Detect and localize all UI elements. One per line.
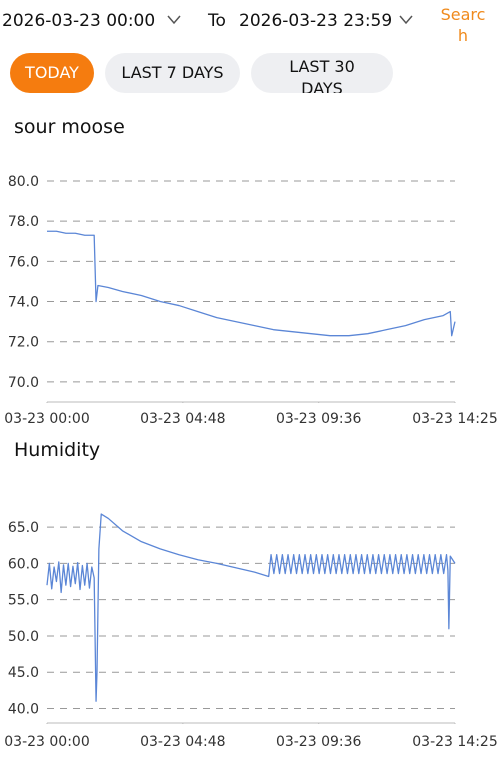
- to-label: To: [208, 11, 226, 31]
- y-tick-label: 45.0: [8, 665, 39, 681]
- y-tick-label: 50.0: [8, 629, 39, 645]
- y-tick-label: 65.0: [8, 520, 39, 536]
- tab-last-7-days[interactable]: LAST 7 DAYS: [105, 53, 240, 93]
- chart-title: Humidity: [14, 439, 100, 461]
- y-tick-label: 72.0: [8, 335, 39, 351]
- x-tick-label: 03-23 14:25: [412, 411, 497, 427]
- start-date[interactable]: 2026-03-23 00:00: [2, 11, 156, 31]
- x-tick-label: 03-23 09:36: [276, 734, 362, 750]
- x-tick-label: 03-23 14:25: [412, 734, 497, 750]
- y-tick-label: 76.0: [8, 254, 39, 270]
- end-date[interactable]: 2026-03-23 23:59: [239, 11, 393, 31]
- tab-today[interactable]: TODAY: [10, 53, 94, 93]
- y-tick-label: 74.0: [8, 295, 39, 311]
- y-tick-label: 78.0: [8, 214, 39, 230]
- tab-last-30-days[interactable]: LAST 30 DAYS: [251, 53, 393, 93]
- y-tick-label: 60.0: [8, 556, 39, 572]
- tab-text: LAST 30 DAYS: [289, 57, 355, 93]
- y-tick-label: 40.0: [8, 701, 39, 717]
- y-tick-label: 80.0: [8, 174, 39, 190]
- chart-title: sour moose: [14, 116, 125, 138]
- search-button[interactable]: Search: [440, 5, 486, 45]
- data-line: [47, 230, 456, 337]
- chevron: [167, 15, 181, 25]
- x-tick-label: 03-23 09:36: [276, 411, 362, 427]
- x-tick-label: 03-23 04:48: [140, 411, 225, 427]
- y-tick-label: 55.0: [8, 593, 39, 609]
- x-tick-label: 03-23 00:00: [4, 734, 89, 750]
- x-tick-label: 03-23 04:48: [140, 734, 225, 750]
- y-tick-label: 70.0: [8, 375, 39, 391]
- chevron: [399, 15, 413, 25]
- x-tick-label: 03-23 00:00: [4, 411, 89, 427]
- data-line: [46, 513, 456, 702]
